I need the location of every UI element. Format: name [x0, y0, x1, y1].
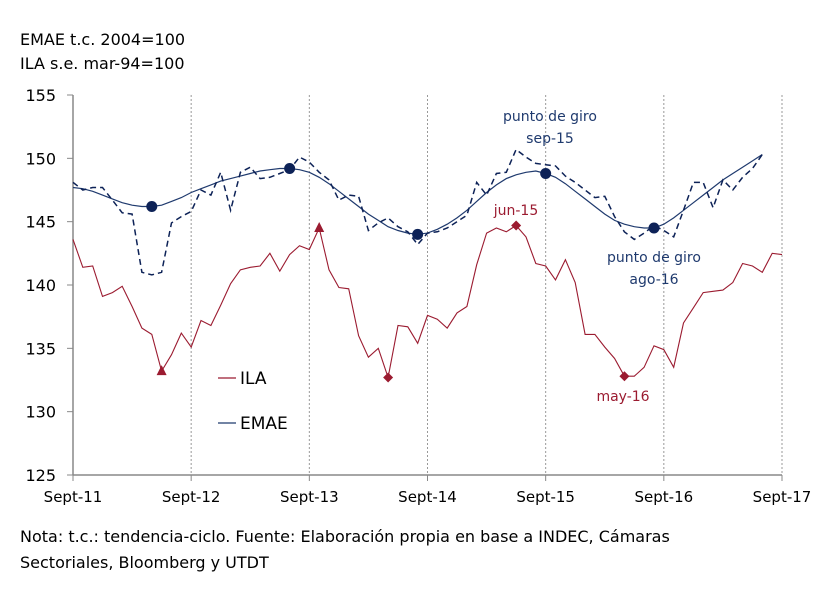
emae-trend-line [72, 153, 763, 235]
x-tick-label: Sept-11 [44, 488, 103, 506]
ila-triangle-marker [156, 365, 167, 376]
x-tick-label: Sept-13 [280, 488, 339, 506]
annotation-label: may-16 [596, 389, 649, 405]
legend-emae-label: EMAE [240, 414, 288, 434]
emae-dashed-line [72, 148, 763, 276]
x-tick-label: Sept-17 [753, 488, 812, 506]
emae-turning-point-marker [648, 222, 660, 234]
annotation-label: sep-15 [526, 131, 574, 147]
ila-diamond-marker [383, 372, 394, 383]
annotation-label: punto de giro [503, 109, 597, 125]
annotation-label: punto de giro [607, 250, 701, 266]
y-tick-label: 140 [25, 276, 56, 295]
y-tick-label: 130 [25, 403, 56, 422]
ila-diamond-marker [619, 371, 630, 382]
y-tick-label: 135 [25, 339, 56, 358]
legend-ila-label: ILA [240, 369, 267, 389]
annotation-label: ago-16 [629, 272, 678, 288]
ila-triangle-marker [314, 222, 325, 232]
footnote-line-2: Sectoriales, Bloomberg y UTDT [20, 553, 269, 572]
ila-diamond-marker [511, 220, 522, 231]
emae-turning-point-marker [412, 228, 424, 240]
y-unit-label-ila: ILA s.e. mar-94=100 [20, 54, 185, 73]
ila-line [72, 224, 783, 380]
x-tick-label: Sept-15 [516, 488, 575, 506]
y-tick-label: 125 [25, 466, 56, 485]
x-tick-label: Sept-16 [635, 488, 694, 506]
y-tick-label: 155 [25, 86, 56, 105]
y-tick-label: 145 [25, 213, 56, 232]
footnote-line-1: Nota: t.c.: tendencia-ciclo. Fuente: Ela… [20, 527, 670, 546]
y-tick-label: 150 [25, 149, 56, 168]
y-unit-label-emae: EMAE t.c. 2004=100 [20, 30, 186, 49]
x-tick-label: Sept-14 [398, 488, 457, 506]
x-tick-label: Sept-12 [162, 488, 221, 506]
annotation-label: jun-15 [493, 203, 539, 219]
emae-turning-point-marker [146, 200, 158, 212]
emae-turning-point-marker [540, 168, 552, 180]
